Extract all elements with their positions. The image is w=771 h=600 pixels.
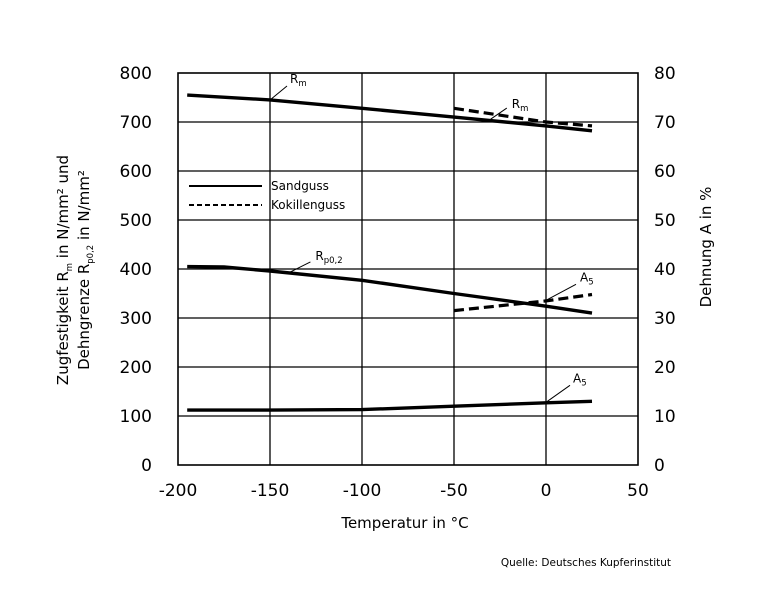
callout-main: R — [512, 97, 520, 111]
y-left-tick-label: 400 — [120, 260, 152, 280]
callout-a5-sandguss-label: A5 — [573, 371, 587, 388]
callout-sub: p0,2 — [324, 256, 343, 266]
y-left-axis-title-line2: Dehngrenze Rp0,2 in N/mm² — [75, 170, 96, 370]
callout-main: R — [290, 72, 298, 86]
callout-sub: m — [520, 104, 528, 114]
y-right-tick-label: 30 — [654, 309, 676, 329]
series-a5-kokillenguss — [453, 292, 593, 313]
y-left-tick-label: 600 — [120, 162, 152, 182]
y-right-axis-title: Dehnung A in % — [697, 187, 715, 308]
y-left-tick-labels: 0 100 200 300 400 500 600 700 800 — [120, 64, 152, 476]
y-left-title-line2-rest: in N/mm² — [75, 170, 93, 245]
x-tick-label: 0 — [541, 481, 552, 501]
callout-rm-kokillenguss-leader — [490, 107, 508, 120]
y-right-tick-label: 50 — [654, 211, 676, 231]
callout-main: A — [573, 371, 582, 385]
y-right-tick-label: 10 — [654, 407, 676, 427]
x-axis-title: Temperatur in °C — [340, 514, 468, 532]
callout-sub: m — [298, 79, 306, 89]
y-right-tick-label: 0 — [654, 456, 665, 476]
y-left-tick-label: 100 — [120, 407, 152, 427]
callout-a5-kokillenguss-label: A5 — [580, 270, 594, 287]
callout-main: R — [315, 249, 323, 263]
y-left-tick-label: 0 — [141, 456, 152, 476]
y-right-tick-label: 40 — [654, 260, 676, 280]
y-right-tick-label: 60 — [654, 162, 676, 182]
callout-rm-sandguss-label: Rm — [290, 72, 307, 89]
y-left-title-line2-sub: p0,2 — [86, 245, 96, 264]
series-rm-kokillenguss — [453, 106, 593, 128]
callout-sub: 5 — [581, 378, 586, 388]
y-left-tick-label: 200 — [120, 358, 152, 378]
x-tick-label: -150 — [251, 481, 290, 501]
series-rm-sandguss — [187, 93, 593, 133]
callout-sub: 5 — [588, 277, 593, 287]
x-tick-labels: -200 -150 -100 -50 0 50 — [159, 481, 649, 501]
callout-rp02-leader — [288, 261, 311, 274]
source-note: Quelle: Deutsches Kupferinstitut — [501, 557, 671, 569]
plot-frame — [177, 72, 639, 466]
legend-label-sandguss: Sandguss — [271, 179, 329, 193]
x-tick-label: -100 — [343, 481, 382, 501]
x-tick-label: -50 — [440, 481, 468, 501]
series-rp02-sandguss — [187, 264, 593, 315]
y-left-title-line1-sub: m — [65, 263, 75, 271]
legend-label-kokillenguss: Kokillenguss — [271, 198, 345, 212]
y-left-title-line1-rest: in N/mm² und — [54, 155, 72, 263]
y-left-tick-label: 300 — [120, 309, 152, 329]
callout-rp02-label: Rp0,2 — [315, 249, 342, 266]
x-tick-label: 50 — [627, 481, 649, 501]
callout-a5-sandguss-leader — [545, 384, 571, 403]
y-left-title-line2-main: Dehngrenze R — [75, 264, 93, 370]
legend: Sandguss Kokillenguss — [189, 179, 345, 212]
x-tick-label: -200 — [159, 481, 198, 501]
callout-rm-kokillenguss-label: Rm — [512, 97, 529, 114]
callout-main: A — [580, 270, 589, 284]
callout-rm-sandguss-leader — [269, 85, 288, 101]
y-right-tick-labels: 0 10 20 30 40 50 60 70 80 — [654, 64, 676, 476]
y-right-tick-label: 80 — [654, 64, 676, 84]
y-left-tick-label: 700 — [120, 113, 152, 133]
series-a5-sandguss — [187, 399, 593, 412]
y-right-tick-label: 20 — [654, 358, 676, 378]
series — [187, 93, 593, 412]
y-left-axis-title-line1: Zugfestigkeit Rm in N/mm² und — [54, 155, 75, 385]
y-right-tick-label: 70 — [654, 113, 676, 133]
y-left-title-line1-main: Zugfestigkeit R — [54, 271, 72, 385]
y-left-tick-label: 500 — [120, 211, 152, 231]
callout-a5-kokillenguss-leader — [545, 283, 577, 301]
y-left-tick-label: 800 — [120, 64, 152, 84]
grid — [178, 73, 638, 465]
